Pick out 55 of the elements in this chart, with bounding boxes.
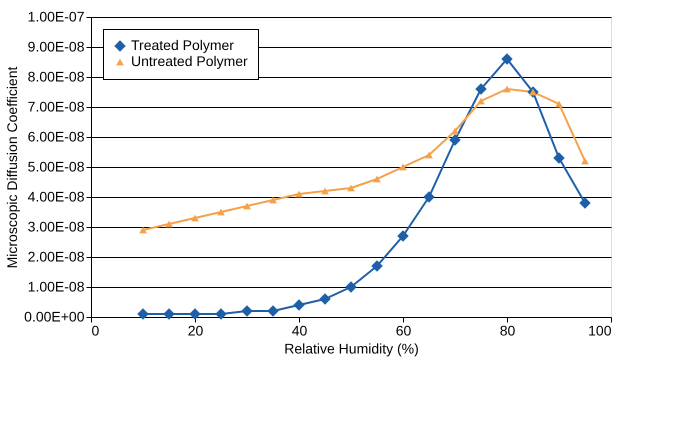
y-axis-title: Microscopic Diffusion Coefficient [4,66,20,268]
point [579,197,591,209]
y-tick-label: 1.00E-07 [28,8,85,24]
x-tick-label: 100 [588,322,612,338]
point [319,293,331,305]
y-tick-label: 6.00E-08 [28,128,85,144]
point [451,128,459,134]
point [137,308,149,320]
legend-label: Untreated Polymer [131,53,248,69]
point [189,308,201,320]
point [243,202,251,210]
y-tick-label: 3.00E-08 [28,218,85,234]
point [345,281,357,293]
point [241,305,253,317]
point [477,98,485,104]
point [295,190,303,198]
point [215,308,227,320]
point [267,305,279,317]
point [347,184,355,192]
y-tick-label: 8.00E-08 [28,68,85,84]
point [293,299,305,311]
point [165,220,173,228]
x-tick-label: 40 [292,322,308,338]
point [163,308,175,320]
point [475,83,487,95]
x-tick-label: 20 [188,322,204,338]
y-tick-label: 2.00E-08 [28,248,85,264]
point [555,100,563,108]
legend-label: Treated Polymer [131,37,234,53]
point [373,176,381,182]
point [399,164,407,170]
point [217,208,225,216]
x-tick-label: 80 [500,322,516,338]
point [425,152,433,158]
x-axis-title: Relative Humidity (%) [284,340,419,356]
point [191,214,199,222]
point [423,191,435,203]
point [321,188,329,194]
y-tick-label: 4.00E-08 [28,188,85,204]
y-tick-label: 9.00E-08 [28,38,85,54]
x-tick-label: 0 [92,322,100,338]
point [139,226,147,234]
y-tick-label: 1.00E-08 [28,278,85,294]
point [269,196,277,204]
y-tick-label: 5.00E-08 [28,158,85,174]
point [397,230,409,242]
point [449,134,461,146]
point [501,53,513,65]
point [503,86,511,92]
x-tick-label: 60 [396,322,412,338]
y-tick-label: 0.00E+00 [24,308,85,324]
y-tick-label: 7.00E-08 [28,98,85,114]
point [371,260,383,272]
point [553,152,565,164]
point [581,158,589,164]
